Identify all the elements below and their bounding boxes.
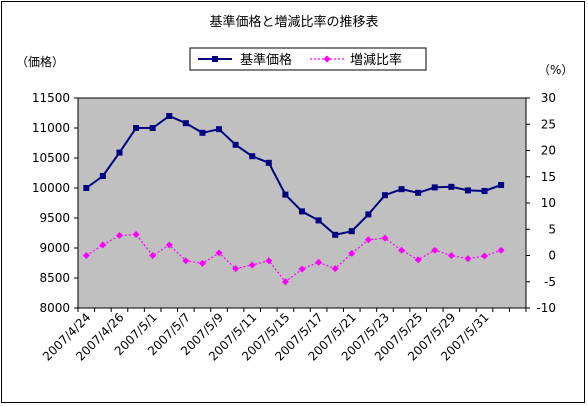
data-point xyxy=(332,231,339,238)
data-point xyxy=(116,149,123,156)
y-left-tick-label: 10500 xyxy=(32,151,70,165)
plot-area xyxy=(78,98,526,308)
y-left-tick-label: 11500 xyxy=(32,91,70,105)
data-point xyxy=(281,278,289,286)
data-point xyxy=(498,182,505,188)
y-axis-right-label: （%） xyxy=(538,63,573,77)
data-point xyxy=(497,246,505,254)
data-point xyxy=(414,256,422,264)
data-point xyxy=(431,246,439,254)
y-right-tick-label: -10 xyxy=(536,301,556,315)
data-point xyxy=(232,265,240,273)
series-line xyxy=(85,233,502,283)
y-left-tick-label: 8000 xyxy=(39,301,70,315)
y-right-tick-label: 20 xyxy=(541,144,556,158)
data-point xyxy=(149,125,156,131)
data-point xyxy=(265,257,273,265)
y-left-tick-label: 9500 xyxy=(39,211,70,225)
data-point xyxy=(232,141,239,148)
y-right-tick-label: 25 xyxy=(541,117,556,131)
series-left xyxy=(83,113,505,238)
y-left-tick-label: 9000 xyxy=(39,241,70,255)
y-right-tick-label: -5 xyxy=(544,275,556,289)
data-point xyxy=(331,265,339,273)
data-point xyxy=(149,252,157,259)
data-point xyxy=(182,257,190,265)
data-point xyxy=(115,232,123,240)
y-right-tick-label: 5 xyxy=(548,222,556,236)
data-point xyxy=(248,261,256,269)
data-point xyxy=(249,153,256,160)
data-point xyxy=(398,186,405,193)
y-left-tick-label: 11000 xyxy=(32,121,70,135)
data-point xyxy=(365,211,372,218)
data-point xyxy=(448,183,455,190)
data-point xyxy=(215,249,223,257)
data-point xyxy=(299,208,305,215)
data-point xyxy=(82,252,90,259)
data-point xyxy=(381,192,388,199)
data-point xyxy=(415,189,422,196)
data-point xyxy=(99,173,106,179)
data-point xyxy=(83,185,90,191)
data-point xyxy=(481,188,488,194)
data-point xyxy=(447,252,455,259)
data-point xyxy=(364,236,372,244)
data-point xyxy=(182,120,189,127)
data-point xyxy=(381,234,389,242)
y-left-tick-label: 10000 xyxy=(32,181,70,195)
data-point xyxy=(398,246,406,254)
chart-title: 基準価格と増減比率の推移表 xyxy=(209,14,378,30)
y-left-tick-label: 8500 xyxy=(39,271,70,285)
y-right-tick-label: 15 xyxy=(541,170,556,184)
data-point xyxy=(265,159,272,166)
y-right-tick-label: 10 xyxy=(541,196,556,210)
data-point xyxy=(315,258,323,266)
data-point xyxy=(99,241,107,249)
data-point xyxy=(298,265,306,273)
data-point xyxy=(199,129,206,136)
data-point xyxy=(348,249,356,257)
data-point xyxy=(431,184,438,191)
legend-marker xyxy=(323,55,331,63)
data-point xyxy=(132,231,140,238)
legend-label: 増減比率 xyxy=(350,52,402,68)
data-point xyxy=(348,228,355,235)
legend-box xyxy=(189,47,427,71)
legend: 基準価格 増減比率 xyxy=(189,47,427,71)
data-point xyxy=(198,259,206,267)
data-point xyxy=(282,191,289,198)
data-point xyxy=(216,126,223,133)
data-point xyxy=(481,252,489,260)
y-right-tick-label: 30 xyxy=(541,91,556,105)
data-point xyxy=(315,217,322,224)
data-point xyxy=(464,187,471,194)
data-point xyxy=(133,125,140,131)
y-axis-left-label: （価格） xyxy=(16,54,64,69)
data-point xyxy=(165,241,173,249)
legend-marker xyxy=(212,56,218,62)
data-point xyxy=(464,255,472,263)
legend-label: 基準価格 xyxy=(240,52,292,68)
series-right xyxy=(82,231,505,286)
y-right-tick-label: 0 xyxy=(548,249,556,263)
data-point xyxy=(166,113,173,119)
